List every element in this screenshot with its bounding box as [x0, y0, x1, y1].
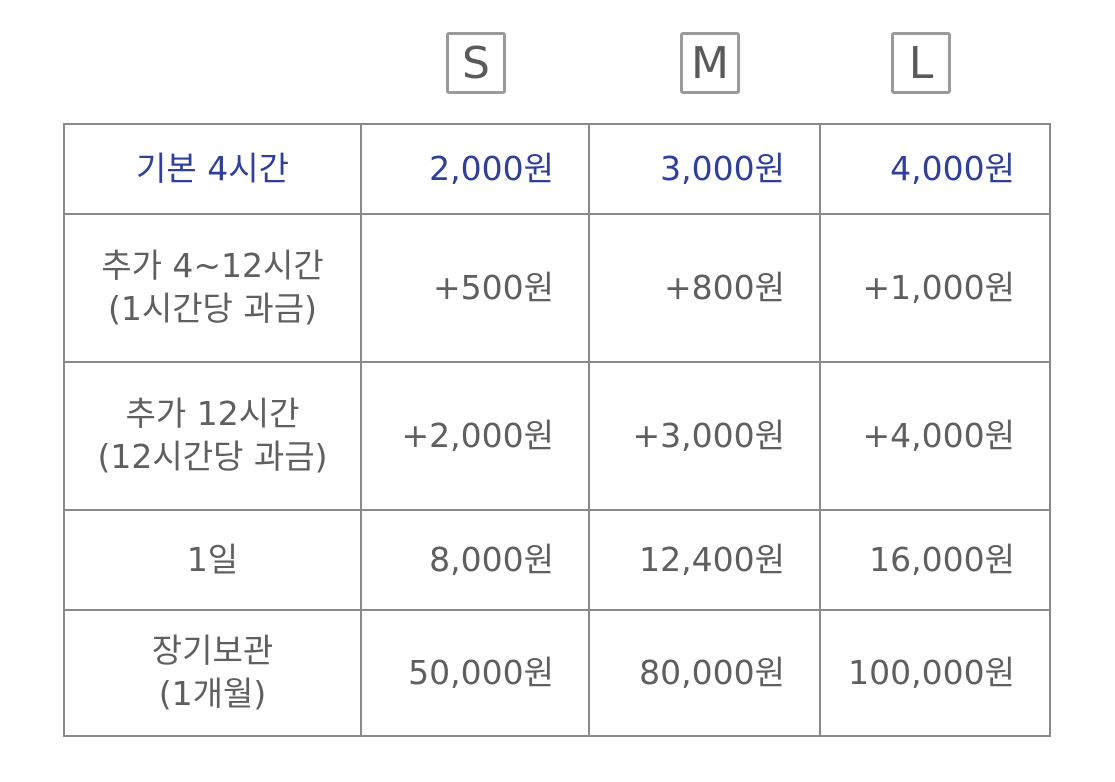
price-s: +500원 — [360, 213, 590, 363]
price-l: 16,000원 — [819, 509, 1051, 611]
table-row: 추가 12시간 (12시간당 과금) +2,000원 +3,000원 +4,00… — [63, 361, 1051, 511]
price-m: 80,000원 — [588, 609, 821, 737]
price-m: +800원 — [588, 213, 821, 363]
size-header-s: S — [446, 32, 506, 94]
table-row: 장기보관 (1개월) 50,000원 80,000원 100,000원 — [63, 609, 1051, 737]
price-l: +4,000원 — [819, 361, 1051, 511]
price-s: 50,000원 — [360, 609, 590, 737]
row-label-extra-4-12: 추가 4~12시간 (1시간당 과금) — [63, 213, 362, 363]
price-m: 12,400원 — [588, 509, 821, 611]
table-row: 기본 4시간 2,000원 3,000원 4,000원 — [63, 123, 1051, 215]
row-label-base: 기본 4시간 — [63, 123, 362, 215]
row-label-extra-12: 추가 12시간 (12시간당 과금) — [63, 361, 362, 511]
price-l: 100,000원 — [819, 609, 1051, 737]
price-m: +3,000원 — [588, 361, 821, 511]
price-m: 3,000원 — [588, 123, 821, 215]
row-label-long-term: 장기보관 (1개월) — [63, 609, 362, 737]
price-l: 4,000원 — [819, 123, 1051, 215]
price-s: +2,000원 — [360, 361, 590, 511]
price-s: 8,000원 — [360, 509, 590, 611]
price-l: +1,000원 — [819, 213, 1051, 363]
table-row: 1일 8,000원 12,400원 16,000원 — [63, 509, 1051, 611]
table-row: 추가 4~12시간 (1시간당 과금) +500원 +800원 +1,000원 — [63, 213, 1051, 363]
size-header-m: M — [680, 32, 740, 94]
price-table: 기본 4시간 2,000원 3,000원 4,000원 추가 4~12시간 (1… — [63, 123, 1051, 737]
price-s: 2,000원 — [360, 123, 590, 215]
row-label-day: 1일 — [63, 509, 362, 611]
size-header-l: L — [891, 32, 951, 94]
